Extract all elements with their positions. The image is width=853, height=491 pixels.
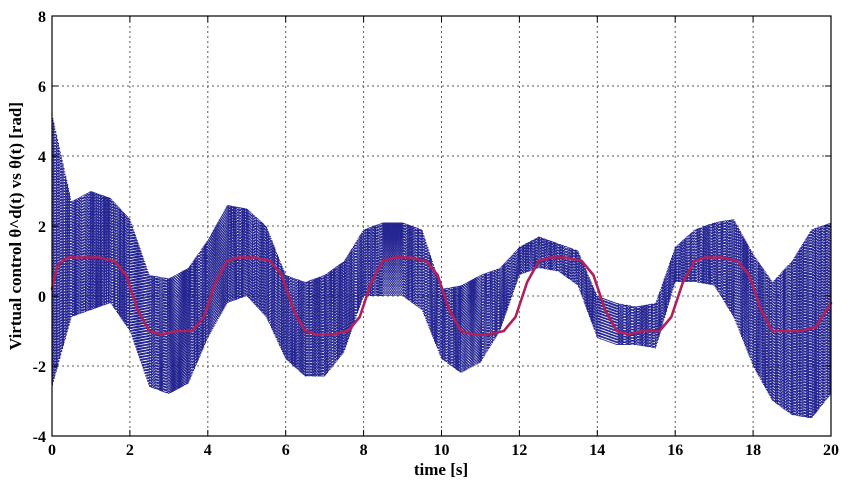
y-tick-label: 4 [38,149,46,166]
y-tick-label: -2 [33,359,46,376]
x-tick-label: 20 [823,442,839,459]
series-oscillating-line [51,113,832,419]
x-tick-label: 2 [126,442,134,459]
x-tick-label: 18 [745,442,761,459]
x-tick-label: 8 [360,442,368,459]
grid-layer [52,16,831,436]
x-tick-label: 0 [48,442,56,459]
series-layer [50,113,833,419]
series-smooth-line [50,256,833,336]
x-tick-label: 10 [434,442,450,459]
x-tick-label: 12 [511,442,527,459]
y-tick-label: -4 [33,429,46,446]
y-tick-label: 0 [38,289,46,306]
x-tick-label: 6 [282,442,290,459]
y-tick-label: 8 [38,9,46,26]
y-axis-label: Virtual control θ^d(t) vs θ(t) [rad] [6,102,25,350]
tick-layer: 0 2 4 6 8 10 12 14 16 18 20 -4 -2 0 2 4 6 8 [33,9,839,459]
x-axis-label: time [s] [414,460,468,479]
y-tick-label: 2 [38,219,46,236]
x-tick-label: 4 [204,442,212,459]
y-tick-label: 6 [38,79,46,96]
x-tick-label: 16 [667,442,683,459]
x-tick-label: 14 [589,442,605,459]
